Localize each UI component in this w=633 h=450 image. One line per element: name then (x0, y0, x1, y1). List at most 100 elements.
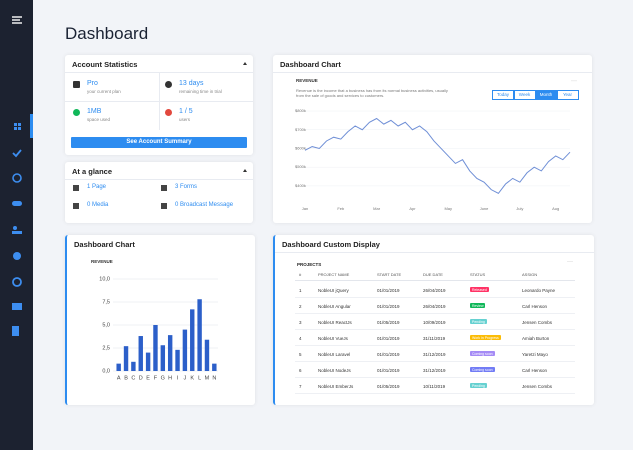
range-button[interactable]: Today (492, 90, 514, 100)
y-tick-label: 7,5 (102, 299, 110, 305)
glance-link[interactable]: 0 Broadcast Message (175, 202, 234, 208)
table-cell: Amiah Burton (522, 336, 550, 341)
revenue-line (304, 117, 571, 195)
collapse-caret (243, 62, 247, 65)
account-summary-button[interactable]: See Account Summary (71, 137, 247, 148)
more-menu: ··· (567, 259, 573, 265)
row-divider (295, 393, 575, 394)
x-tick-label: B (124, 375, 128, 381)
y-tick-label: 0,0 (102, 368, 110, 374)
column-header: DUE DATE (423, 272, 443, 277)
bar (145, 352, 151, 371)
table-cell: 31/11/2019 (423, 336, 446, 341)
column-header: PROJECT NAME (318, 272, 350, 277)
bar-chart-card: Dashboard Chart REVENUE 0,0 2,5 5,0 7,5 10,0 A B… (65, 235, 255, 405)
y-tick-label: 10,0 (99, 276, 110, 282)
at-a-glance-card: At a glance 1 Page 3 Forms 0 Media 0 Broadca… (65, 162, 253, 223)
y-tick-label: 2,5 (102, 345, 110, 351)
x-tick-label: Mar (373, 206, 381, 211)
range-button[interactable]: Year (556, 90, 579, 100)
table-cell: NobleUI Angular (318, 304, 351, 309)
x-tick-label: May (444, 206, 452, 211)
x-tick-label: Aug (552, 206, 559, 211)
x-tick-label: C (131, 375, 135, 381)
row-divider (295, 345, 575, 346)
stat-label: your current plan (87, 89, 121, 94)
custom-display-card: Dashboard Custom Display PROJECTS ··· # PROJ… (273, 235, 594, 405)
glance-icon (73, 203, 79, 209)
y-tick-label: $400k (295, 183, 306, 188)
x-tick-label: H (168, 375, 172, 381)
card-title: Dashboard Custom Display (282, 240, 380, 249)
glance-icon (161, 203, 167, 209)
x-tick-label: June (480, 206, 489, 211)
x-tick-label: I (177, 375, 179, 381)
table-cell: 3 (299, 320, 302, 325)
x-tick-label: Apr (409, 206, 416, 211)
status-badge: Pending (470, 383, 487, 388)
table-cell: 10/11/2019 (423, 384, 446, 389)
more-menu: ··· (571, 79, 577, 85)
x-tick-label: A (117, 375, 121, 381)
stat-icon (165, 81, 172, 88)
x-tick-label: July (516, 206, 523, 211)
table-cell: 10/09/2019 (423, 320, 446, 325)
row-divider (295, 297, 575, 298)
range-button[interactable]: Week (513, 90, 536, 100)
revenue-chart-card: Dashboard Chart REVENUE ··· $400k $500k $600k… (273, 55, 592, 223)
sidebar-icons (12, 16, 33, 336)
card-divider (273, 72, 592, 73)
y-tick-label: $500k (295, 164, 306, 169)
bar (153, 325, 158, 371)
bar (182, 329, 188, 371)
row-divider (295, 329, 575, 330)
bar (212, 363, 217, 371)
stat-icon (165, 109, 172, 116)
card-title: At a glance (72, 167, 113, 176)
chart-subtitle: Revenue is the income that a business ha… (296, 88, 448, 98)
table-cell: 31/12/2019 (423, 368, 446, 373)
table-cell: 01/01/2019 (377, 336, 400, 341)
sidebar (0, 0, 33, 450)
glance-link[interactable]: 1 Page (87, 184, 107, 190)
status-badge: Work in Progress (470, 335, 501, 340)
x-tick-label: E (146, 375, 150, 381)
table-cell: 2 (299, 304, 302, 309)
glance-icon (161, 185, 167, 191)
table-cell: Jensen Combs (522, 320, 553, 325)
glance-icon (73, 185, 79, 191)
range-button[interactable]: Month (535, 90, 557, 100)
card-divider (65, 72, 253, 73)
table-cell: NobleUI EmberJs (318, 384, 354, 389)
stat-label: space used (87, 117, 111, 122)
table-cell: NobleUI Laravel (318, 352, 351, 357)
status-badge: Coming soon (470, 367, 495, 372)
stat-label: users (179, 117, 191, 122)
table-cell: NobleUI NodeJs (318, 368, 351, 373)
table-cell: 01/01/2019 (377, 352, 400, 357)
bar (167, 335, 173, 371)
x-tick-label: D (139, 375, 143, 381)
table-cell: 01/05/2019 (377, 384, 400, 389)
collapse-caret (243, 169, 247, 172)
bar (197, 299, 202, 371)
status-badge: Review (470, 303, 486, 308)
x-tick-label: F (154, 375, 158, 381)
column-header: START DATE (377, 272, 402, 277)
x-tick-label: N (212, 375, 216, 381)
table-title: PROJECTS (297, 262, 322, 267)
table-cell: Carl Henson (522, 368, 548, 373)
glance-link[interactable]: 0 Media (87, 202, 109, 208)
bar (138, 336, 143, 371)
table-cell: 01/05/2019 (377, 320, 400, 325)
bar (204, 339, 210, 371)
table-cell: 4 (299, 336, 302, 341)
table-cell: Jensen Combs (522, 384, 553, 389)
glance-link[interactable]: 3 Forms (175, 184, 198, 190)
bar (175, 349, 180, 371)
chart: REVENUE ··· $400k $500k $600k $700k $800k Jan Fe… (295, 78, 577, 211)
card-divider (275, 252, 594, 253)
page-title: Dashboard (65, 24, 149, 43)
row-divider (295, 313, 575, 314)
